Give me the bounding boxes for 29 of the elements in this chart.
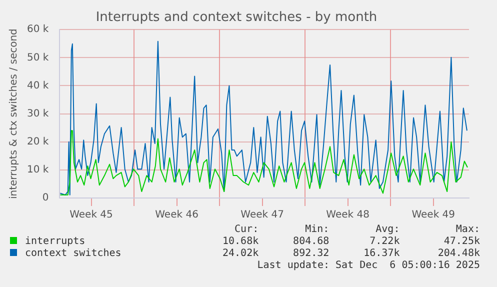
y-axis-title: interrupts & ctx switches / second bbox=[8, 28, 20, 200]
x-tick-label: Week 49 bbox=[412, 210, 456, 221]
x-tick-label: Week 45 bbox=[70, 210, 113, 221]
y-tick-label: 20 k bbox=[26, 136, 49, 148]
y-tick-label: 0 bbox=[42, 192, 49, 204]
legend-label: context switches bbox=[25, 248, 122, 259]
chart-title: Interrupts and context switches - by month bbox=[96, 10, 378, 26]
text: 7.22k bbox=[368, 236, 400, 248]
text: Cur: bbox=[234, 224, 259, 236]
text: Avg: bbox=[374, 224, 400, 236]
text: 47.25k bbox=[442, 236, 480, 248]
y-tick-label: 40 k bbox=[26, 80, 49, 92]
y-tick-label: 30 k bbox=[26, 108, 49, 120]
x-tick-label: Week 48 bbox=[326, 210, 370, 221]
text: Last update: Sat Dec 6 05:00:16 2025 bbox=[256, 260, 480, 272]
text: 10.68k bbox=[221, 236, 259, 248]
text: Max: bbox=[454, 224, 480, 236]
y-tick-label: 60 k bbox=[26, 24, 49, 36]
text: Min: bbox=[304, 224, 330, 236]
text: 16.37k bbox=[362, 248, 400, 260]
x-tick-label: Week 47 bbox=[240, 210, 284, 221]
y-tick-label: 10 k bbox=[26, 164, 49, 176]
x-tick-label: Week 46 bbox=[155, 210, 198, 221]
legend-label: interrupts bbox=[25, 236, 86, 247]
y-tick-label: 50 k bbox=[26, 52, 49, 64]
text: 892.32 bbox=[292, 248, 330, 260]
text: 804.68 bbox=[292, 236, 330, 248]
text: 24.02k bbox=[221, 248, 259, 260]
text: 204.48k bbox=[436, 248, 480, 260]
